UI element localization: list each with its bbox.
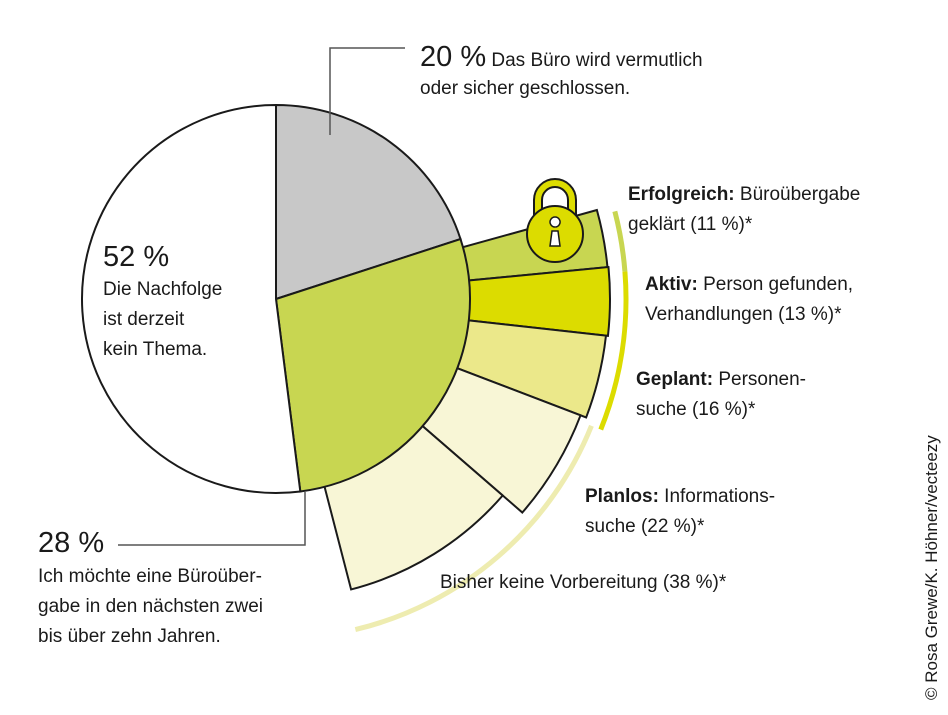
pie-slice (81, 103, 302, 494)
leader-line (329, 47, 405, 135)
label-handover-l3: bis über zehn Jahren. (38, 626, 221, 647)
credit: © Rosa Grewe/K. Höhner/vecteezy (922, 435, 941, 700)
label-erfolgreich: Erfolgreich: Büroübergabe (628, 184, 861, 205)
label-none-l1: Die Nachfolge (103, 279, 223, 300)
label-handover-l2: gabe in den nächsten zwei (38, 596, 263, 617)
label-geplant-l2: suche (16 %)* (636, 399, 756, 420)
label-aktiv-l2: Verhandlungen (13 %)* (645, 304, 842, 325)
label-planlos: Planlos: Informations- (585, 486, 776, 507)
pie-slice (275, 103, 462, 301)
label-none-pct: 52 % (103, 241, 170, 273)
label-none-l3: kein Thema. (103, 339, 208, 360)
label-bisher: Bisher keine Vorbereitung (38 %)* (440, 572, 727, 593)
label-closed-line2: oder sicher geschlossen. (420, 78, 631, 99)
label-geplant: Geplant: Personen- (636, 369, 807, 390)
indicator-arc (354, 424, 594, 633)
label-erfolgreich-l2: geklärt (11 %)* (628, 214, 753, 235)
label-aktiv: Aktiv: Person gefunden, (645, 274, 854, 295)
label-handover-pct: 28 % (38, 527, 105, 559)
indicator-arc (612, 210, 628, 272)
label-closed: 20 % Das Büro wird vermutlich (420, 41, 703, 73)
label-planlos-l2: suche (22 %)* (585, 516, 705, 537)
leader-line (118, 492, 306, 546)
label-none-l2: ist derzeit (103, 309, 185, 330)
label-handover-l1: Ich möchte eine Büroüber- (38, 566, 262, 587)
pie-slice (274, 237, 471, 493)
indicator-arc (598, 271, 629, 431)
padlock-icon (526, 178, 584, 263)
